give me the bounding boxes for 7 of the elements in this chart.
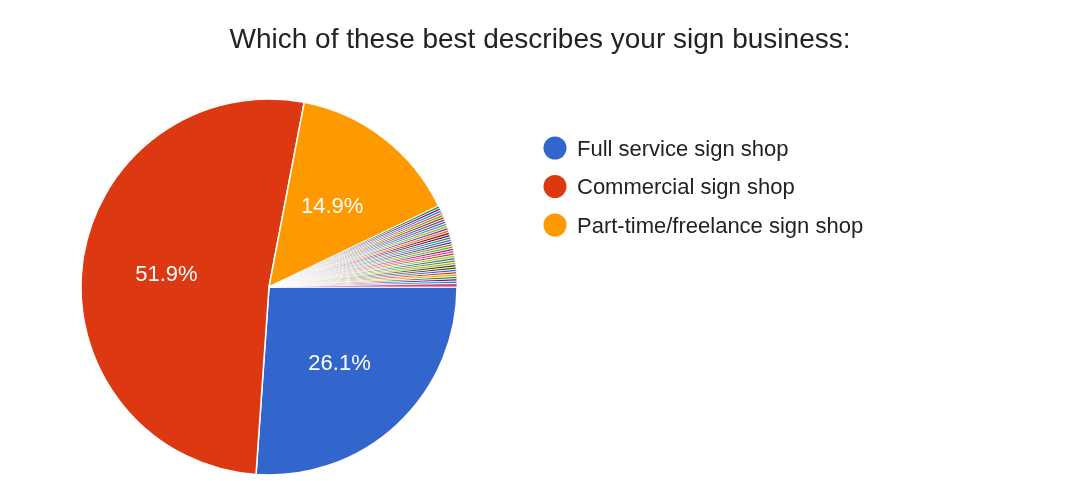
legend-label: Full service sign shop [577, 135, 789, 161]
data-label: 14.9% [300, 192, 364, 218]
chart-title: Which of these best describes your sign business: [229, 23, 851, 54]
legend-label: Commercial sign shop [577, 174, 795, 199]
legend-label: Part-time/freelance sign shop [577, 212, 864, 238]
data-label: 26.1% [308, 350, 371, 376]
data-label: 51.9% [135, 261, 198, 287]
